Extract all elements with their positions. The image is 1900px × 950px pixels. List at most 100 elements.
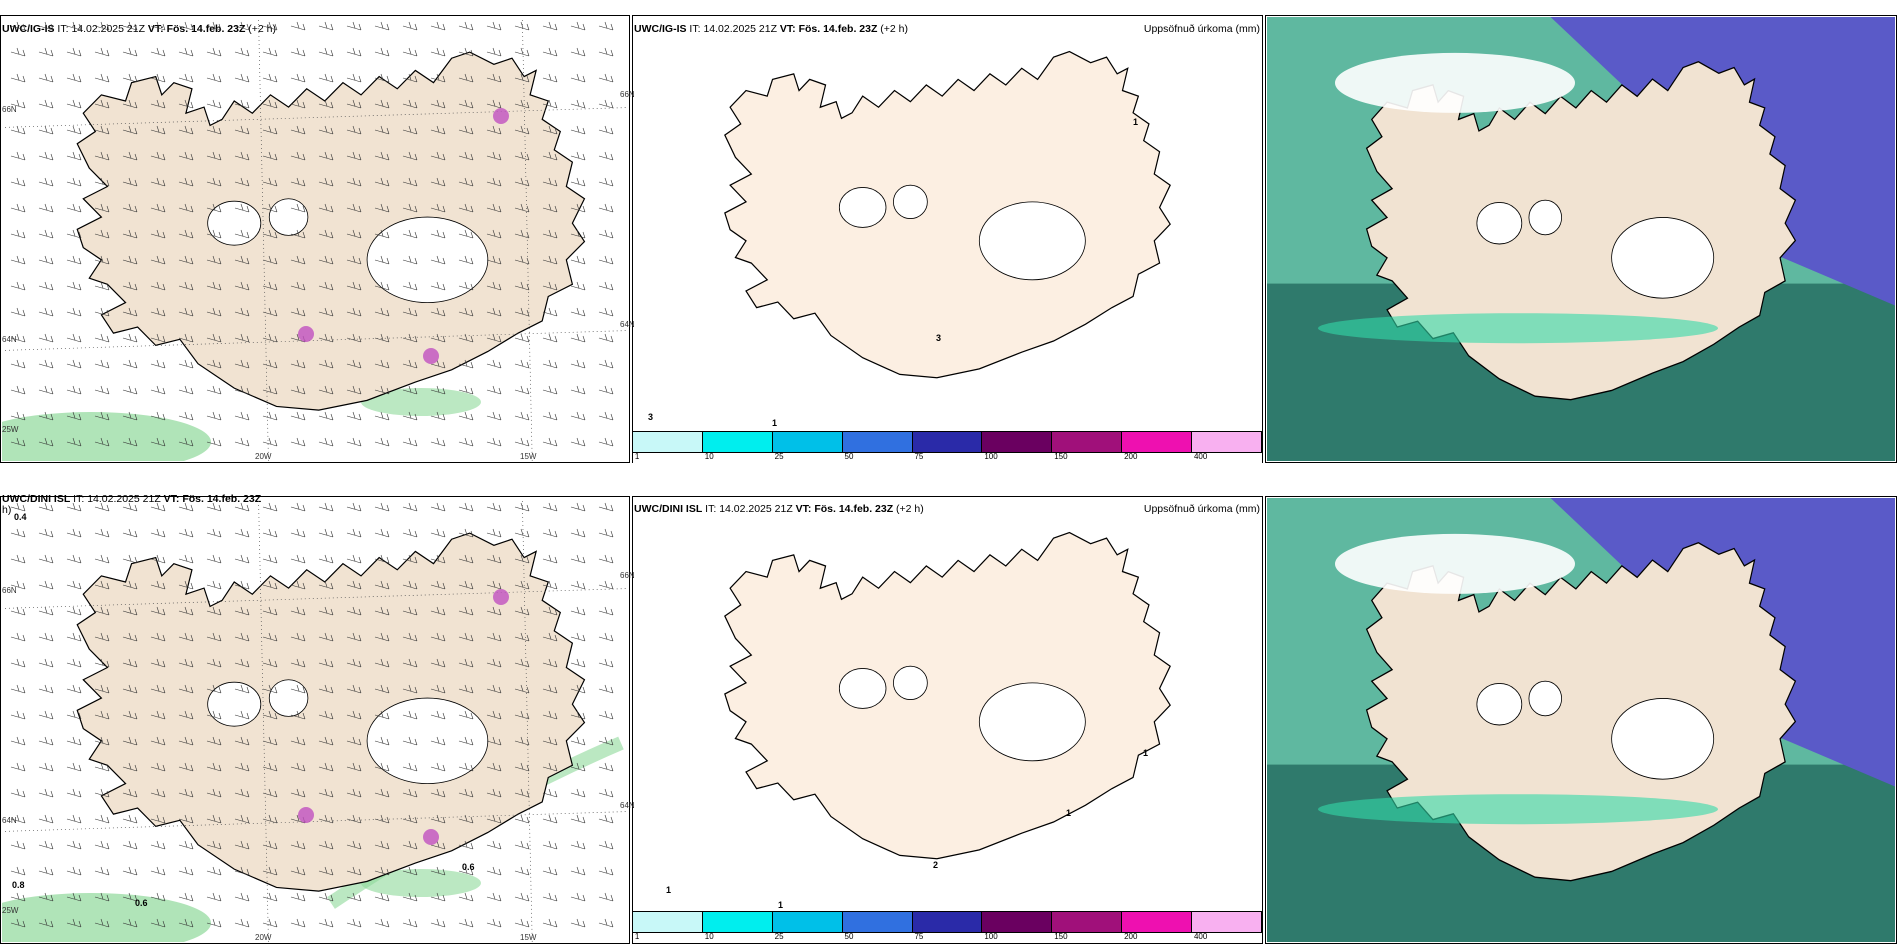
vt-label: VT: (779, 23, 796, 35)
it-value: 14.02.2025 21Z (1352, 503, 1426, 515)
wind-header-wrap: h) (2, 504, 12, 516)
colorbar-tick-label: 200 (1124, 932, 1138, 941)
precip-value-label: 1 (1066, 808, 1072, 818)
lon-label: 25W (2, 906, 19, 915)
lat-label: 64N (620, 320, 635, 329)
wind-panel-row1-header: UWC/IG-IS IT: 14.02.2025 21Z VT: Fös. 14… (2, 20, 632, 38)
cloud-panel-row1 (1265, 15, 1897, 463)
it-label: IT: (1322, 23, 1334, 35)
precip-value-label: 1 (778, 900, 784, 910)
model-name: UWC/IG-IS (634, 23, 687, 35)
colorbar-tick-label: 25 (774, 932, 784, 941)
precip-value-label: 1 (772, 418, 778, 428)
colorbar-tick-label: 150 (1054, 932, 1068, 941)
wind-panel-row2-header: UWC/DINI ISL IT: 14.02.2025 21Z VT: Fös.… (2, 494, 632, 512)
lon-label: 20W (255, 452, 272, 461)
colorbar-tick-label: 50 (844, 932, 854, 941)
colorbar-tick-label: 1 (634, 452, 640, 461)
precip-value-label: 1 (1143, 748, 1149, 758)
precip-value-label: 1 (1133, 117, 1139, 127)
colorbar-swatch (702, 912, 773, 932)
model-name: UWC/DINI ISL (1267, 503, 1336, 515)
precip-panel-row1 (632, 15, 1263, 463)
colorbar-tick-label: 10 (704, 932, 714, 941)
vt-value: Fös. 14.feb. 23Z (1447, 503, 1527, 515)
colorbar-swatch (633, 432, 703, 452)
precip-panel-row2 (632, 496, 1263, 944)
colorbar-swatch (912, 912, 983, 932)
precip-value-label: 0.8 (12, 880, 25, 890)
colorbar-swatches (633, 431, 1263, 453)
colorbar-swatch (1192, 912, 1263, 932)
it-label: IT: (689, 23, 701, 35)
lead-time: (+2 h) (1529, 503, 1557, 515)
lat-label: 64N (2, 335, 17, 344)
vt-label: VT: (795, 503, 812, 515)
it-label: IT: (73, 493, 85, 505)
vt-value: Fös. 14.feb. 23Z (182, 493, 262, 505)
colorbar-tick-label: 75 (914, 452, 924, 461)
precip-value-label: 0.4 (14, 512, 27, 522)
colorbar-tick-label: 75 (914, 932, 924, 941)
precip-value-label: 0.6 (462, 862, 475, 872)
colorbar-tick-label: 100 (984, 932, 998, 941)
vt-label: VT: (1412, 23, 1429, 35)
colorbar-tick-label: 400 (1193, 452, 1208, 461)
precip-panel-row2-header: UWC/DINI ISL IT: 14.02.2025 21Z VT: Fös.… (634, 500, 1260, 518)
colorbar-swatch (1052, 432, 1123, 452)
colorbar-swatch (633, 912, 703, 932)
colorbar-tick-label: 1 (634, 932, 640, 941)
it-value: 14.02.2025 21Z (703, 23, 777, 35)
lead-time: (+2 h) (1513, 23, 1542, 35)
precip-value-label: 3 (648, 412, 654, 422)
lat-label: 66N (620, 571, 635, 580)
cloud-panel-row1-header: UWC/IG-IS IT: 14.02.2025 21Z VT: Fös. 14… (1267, 20, 1893, 38)
wind-panel-row2 (0, 496, 630, 944)
lat-label: 64N (2, 816, 17, 825)
colorbar-tick-label: 10 (704, 452, 714, 461)
vt-label: VT: (1428, 503, 1445, 515)
lon-label: 20W (255, 933, 272, 942)
lead-time: (+2 h) (880, 23, 909, 35)
it-value: 14.02.2025 21Z (71, 23, 145, 35)
cloud-panel-row2 (1265, 496, 1897, 944)
vt-value: Fös. 14.feb. 23Z (798, 23, 878, 35)
it-label: IT: (705, 503, 717, 515)
it-label: IT: (1338, 503, 1350, 515)
it-value: 14.02.2025 21Z (87, 493, 161, 505)
model-name: UWC/DINI ISL (634, 503, 703, 515)
vt-value: Fös. 14.feb. 23Z (1431, 23, 1511, 35)
colorbar-swatch (842, 432, 913, 452)
colorbar-tick-label: 200 (1124, 452, 1138, 461)
it-value: 14.02.2025 21Z (1336, 23, 1410, 35)
colorbar-swatch (842, 912, 913, 932)
vt-value: Fös. 14.feb. 23Z (166, 23, 246, 35)
model-name: UWC/DINI ISL (2, 493, 71, 505)
precip-value-label: 3 (936, 333, 942, 343)
model-name: UWC/IG-IS (2, 23, 55, 35)
panel-title: Uppsöfnuð úrkoma (mm) (1143, 23, 1260, 35)
colorbar-swatch (702, 432, 773, 452)
colorbar-swatch (772, 432, 843, 452)
colorbar-tick-label: 25 (774, 452, 784, 461)
colorbar-tick-label: 100 (984, 452, 998, 461)
colorbar-tick-label: 150 (1054, 452, 1068, 461)
colorbar-swatches (633, 911, 1263, 933)
precip-colorbar-row2: 1 10 25 50 75 100 150 200 400 (633, 911, 1263, 943)
lead-time: (+2 h) (896, 503, 924, 515)
it-value: 14.02.2025 21Z (719, 503, 793, 515)
lat-label: 66N (2, 586, 17, 595)
vt-label: VT: (147, 23, 164, 35)
panel-title: Háský (gr.), miðský (fj.bl.) og lágský (… (1706, 23, 1893, 35)
model-name: UWC/IG-IS (1267, 23, 1320, 35)
colorbar-swatch (982, 912, 1053, 932)
panel-title: Uppsöfnuð úrkoma (mm) (1143, 503, 1260, 515)
colorbar-labels: 1 10 25 50 75 100 150 200 400 (633, 932, 1262, 942)
panel-title: Háský (gr.), miðský (fj.bl.) og lágský (… (1706, 503, 1893, 515)
precip-value-label: 2 (933, 860, 939, 870)
lat-label: 64N (620, 801, 635, 810)
vt-value: Fös. 14.feb. 23Z (814, 503, 894, 515)
colorbar-swatch (1122, 912, 1193, 932)
precip-panel-row1-header: UWC/IG-IS IT: 14.02.2025 21Z VT: Fös. 14… (634, 20, 1260, 38)
lead-time: (+2 h) (248, 23, 277, 35)
